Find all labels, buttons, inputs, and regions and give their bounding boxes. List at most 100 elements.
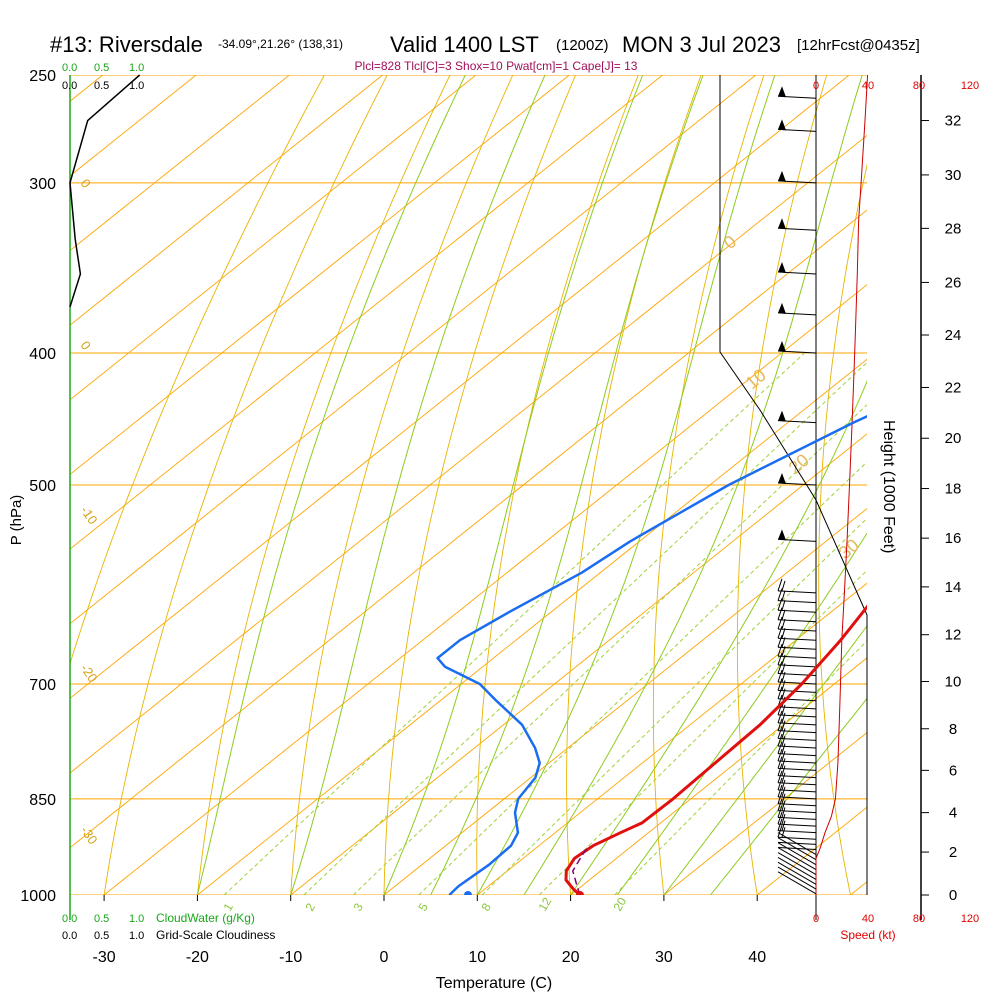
wind-barb-flag (777, 733, 783, 747)
cloud-water-line (69, 74, 141, 308)
speed-axis-label: Speed (kt) (840, 928, 895, 942)
wind-barb-shaft (777, 655, 817, 659)
isotherm--80 (70, 75, 663, 550)
surface-dewpoint-dot (463, 891, 472, 895)
height-tick-label: 24 (945, 327, 962, 344)
wind-barb-flag (781, 765, 786, 776)
x-tick-label: -20 (186, 949, 209, 966)
x-tick-label: 40 (748, 949, 766, 966)
wind-barb (777, 726, 817, 741)
cloud-water-profile (69, 74, 141, 308)
wind-barb-shaft (777, 737, 817, 741)
wind-barb-flag (781, 827, 786, 838)
wind-barb (777, 798, 817, 814)
height-tick-label: 26 (945, 274, 962, 291)
wind-barb (777, 578, 817, 594)
wind-barb-shaft (777, 852, 817, 875)
height-axis-label: Height (1000 Feet) (880, 420, 897, 553)
isotherm--90 (70, 75, 570, 476)
pressure-tick-label: 250 (29, 68, 56, 85)
mixing-ratio-20 (614, 640, 867, 895)
wind-barb (777, 302, 817, 316)
cl-bottom-tick-0: 0.0 (62, 930, 77, 942)
wind-barb (777, 852, 817, 875)
wind-barb (777, 756, 817, 771)
moist-adiabat-30 (663, 625, 867, 895)
dry-adiabat--40 (70, 75, 325, 666)
height-tick-label: 0 (949, 887, 957, 904)
isotherm-0 (383, 508, 867, 895)
wind-barb-flag (781, 580, 786, 591)
wind-barb (777, 866, 817, 890)
wind-barb-shaft (777, 637, 817, 641)
isotherm--10 (290, 433, 867, 895)
wind-barb (777, 770, 817, 786)
wind-barb-flag (777, 784, 783, 798)
wind-barb-flag (781, 600, 786, 611)
wind-barb-shaft (777, 841, 817, 845)
isotherm--20 (197, 358, 867, 895)
wind-barb-shaft (777, 714, 817, 718)
wind-barb (777, 811, 817, 827)
moist-adiabat--10 (290, 75, 546, 895)
wind-barb-pennant (778, 529, 786, 541)
wind-barb-shaft (777, 706, 817, 710)
cw-top-tick-2: 1.0 (129, 62, 144, 74)
wind-barb-shaft (777, 796, 817, 800)
surface-temperature-dot (575, 891, 584, 895)
wind-barb-shaft (777, 847, 817, 851)
wind-barb-flag (777, 718, 783, 731)
wind-barb-shaft (777, 628, 817, 632)
wind-barb-flag (781, 807, 786, 818)
dry-adiabat-20 (566, 75, 702, 895)
wind-barb-shaft (777, 760, 817, 764)
wind-barb (777, 784, 817, 800)
wind-barb (777, 847, 817, 851)
wind-barb-pennant (778, 119, 786, 131)
wind-barb (777, 805, 817, 820)
wind-barb-pennant (778, 473, 786, 484)
wind-barb-flag (777, 598, 783, 611)
cw-top-tick-0: 0.0 (62, 62, 77, 74)
wind-barb-flag (777, 652, 783, 666)
pressure-tick-label: 500 (29, 478, 56, 495)
dry-adiabat-30 (652, 75, 765, 895)
wind-barb-shaft (777, 590, 817, 594)
cloudiness-label: Grid-Scale Cloudiness (156, 928, 275, 942)
valid-zulu: (1200Z) (556, 37, 609, 54)
moist-adiabat-10 (476, 75, 776, 895)
height-tick-label: 28 (945, 220, 962, 237)
wind-barb-flag (781, 750, 786, 762)
wind-barb-flag (781, 820, 786, 831)
wind-barb (777, 710, 817, 726)
wind-barb (777, 818, 817, 834)
wind-barb (777, 748, 817, 764)
cl-top-tick-1: 0.5 (94, 80, 109, 92)
sounding-indices: Plcl=828 Tlcl[C]=3 Shox=10 Pwat[cm]=1 Ca… (355, 59, 638, 73)
forecast-info: [12hrFcst@0435z] (797, 37, 920, 54)
wind-barb-shaft (777, 782, 817, 786)
dry-adiabat-10 (476, 75, 639, 895)
height-tick-label: 16 (945, 530, 962, 547)
wind-barb-pennant (778, 302, 786, 314)
wind-barb (777, 871, 817, 895)
height-tick-label: 20 (945, 430, 962, 447)
wind-barb-flag (777, 616, 783, 630)
wind-barb-shaft (777, 600, 817, 604)
wind-barb-flag (777, 818, 783, 831)
wind-barb-flag (777, 763, 783, 776)
cl-top-tick-2: 1.0 (129, 80, 144, 92)
wind-barb-flag (777, 741, 783, 754)
dewpoint-line (436, 414, 867, 895)
moist-adiabat-0 (383, 75, 644, 895)
wind-barb-flag (777, 643, 783, 657)
height-tick-label: 22 (945, 379, 962, 396)
wind-speed-line (815, 74, 869, 895)
mixing-ratio-label: 12 (535, 895, 554, 914)
isotherm--50 (70, 134, 867, 774)
wind-barb-flag (777, 770, 783, 783)
x-tick-label: 20 (562, 949, 580, 966)
mixing-ratio-2 (303, 361, 867, 895)
cw-bottom-tick-0: 0.0 (62, 913, 77, 925)
speed-top-tick-120: 120 (961, 80, 979, 92)
